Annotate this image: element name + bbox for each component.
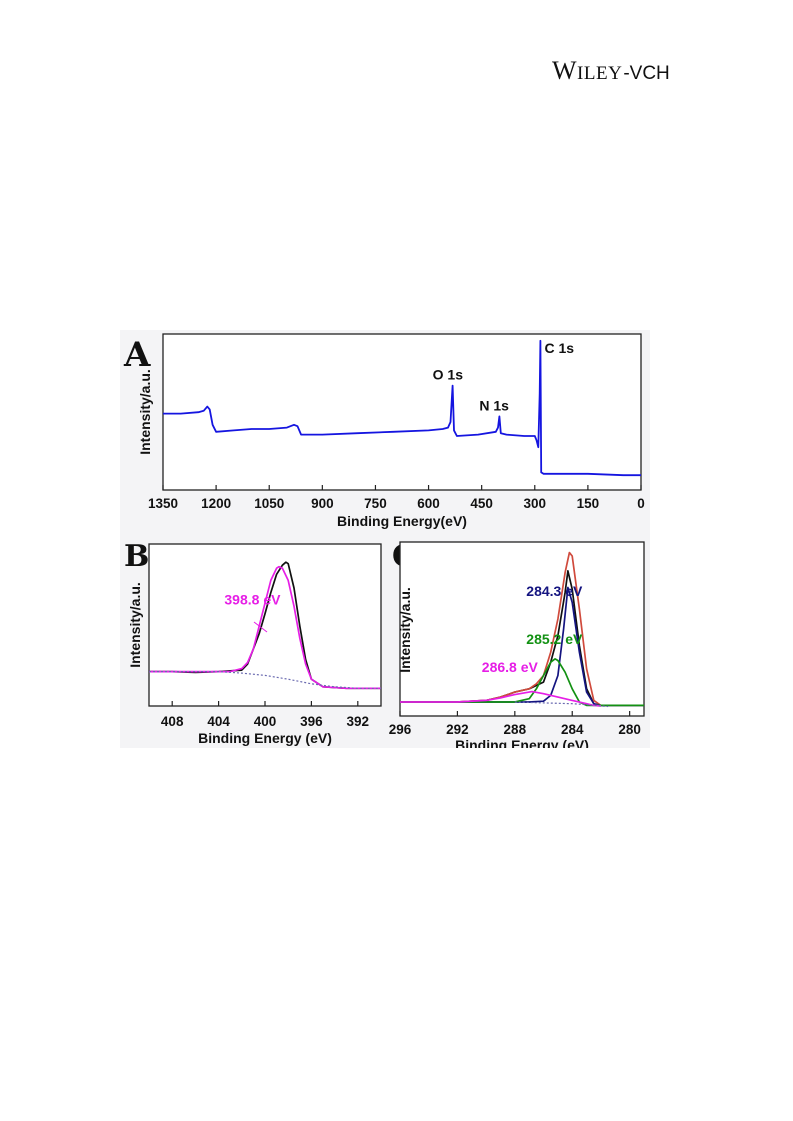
panel-b-y-axis-label: Intensity/a.u. [127, 582, 143, 668]
panel-b-x-tick-label: 392 [347, 714, 370, 729]
panel-c-x-tick-label: 280 [618, 722, 641, 737]
panel-a-frame [162, 333, 642, 491]
panel-a-peak-label: O 1s [433, 367, 464, 383]
panel-a-x-tick-label: 1200 [201, 496, 231, 511]
panel-c-x-tick-label: 288 [504, 722, 527, 737]
panel-a-x-tick-label: 300 [524, 496, 547, 511]
panel-letter-b: B [124, 539, 149, 574]
panel-c-x-tick-label: 284 [561, 722, 584, 737]
panel-b-series [149, 561, 381, 690]
publisher-logo: WILEY-VCH [552, 56, 670, 85]
panel-c-series-5-line [400, 690, 601, 707]
panel-b-frame [148, 543, 382, 707]
panel-a-x-tick-label: 1350 [148, 496, 178, 511]
panel-letter-a: A [123, 335, 151, 375]
panel-a-x-tick-label: 600 [417, 496, 440, 511]
panel-b-x-tick-label: 408 [161, 714, 184, 729]
panel-c-x-tick-labels: 296 292 288 284 280 [389, 722, 641, 737]
panel-c-series-3-line [400, 586, 644, 707]
panel-a-x-tick-label: 1050 [254, 496, 284, 511]
panel-a-x-ticks [162, 485, 642, 490]
panel-b-annotations: 398.8 eV [224, 592, 281, 608]
panel-c-x-tick-label: 292 [446, 722, 469, 737]
panel-a-annotations: O 1s N 1s C 1s [433, 340, 575, 414]
xps-figure: A 1350 1200 1050 900 750 600 450 300 150 0 O 1s N … [120, 330, 650, 753]
panel-c-annotations: 284.3 eV 285.2 eV 286.8 eV [482, 583, 583, 675]
panel-b-x-axis-label: Binding Energy (eV) [198, 730, 332, 746]
panel-c-peak-label: 286.8 eV [482, 659, 539, 675]
panel-b-annotation-pointer [253, 621, 268, 633]
panel-a-x-axis-label: Binding Energy(eV) [337, 513, 467, 529]
panel-b-series-2-line [149, 565, 381, 690]
panel-a-y-axis-label: Intensity/a.u. [137, 369, 153, 455]
panel-a-x-tick-label: 0 [637, 496, 645, 511]
panel-a-peak-label: C 1s [544, 340, 574, 356]
panel-a-series [163, 339, 641, 477]
panel-b-series-3-baseline [149, 671, 381, 689]
panel-c-peak-label: 284.3 eV [526, 583, 583, 599]
panel-a-x-tick-labels: 1350 1200 1050 900 750 600 450 300 150 0 [148, 496, 645, 511]
panel-b-x-tick-labels: 408 404 400 396 392 [161, 714, 369, 729]
panel-c-frame [399, 541, 645, 717]
panel-c-x-ticks [399, 711, 631, 716]
panel-b-x-tick-label: 396 [300, 714, 323, 729]
panel-b-x-tick-label: 400 [254, 714, 277, 729]
panel-c-x-tick-label: 296 [389, 722, 412, 737]
panel-c-x-axis-label: Binding Energy (eV) [455, 737, 589, 748]
panel-c-series-6-baseline [514, 701, 609, 708]
panel-a-x-tick-label: 450 [470, 496, 493, 511]
panel-a-series-1-line [163, 339, 641, 477]
panel-b-x-ticks [171, 701, 359, 706]
panel-a: A 1350 1200 1050 900 750 600 450 300 150 0 O 1s N … [123, 333, 645, 529]
panel-b-peak-label: 398.8 eV [224, 592, 281, 608]
panel-a-x-tick-label: 750 [364, 496, 387, 511]
panel-c-y-axis-label: Intensity/a.u. [397, 587, 413, 673]
panel-b: B 408 404 400 396 392 398.8 eV Intensity/a.u… [124, 539, 382, 746]
panel-c-peak-label: 285.2 eV [526, 631, 583, 647]
panel-c-series [400, 551, 644, 708]
panel-a-x-tick-label: 900 [311, 496, 334, 511]
figure-svg: A 1350 1200 1050 900 750 600 450 300 150 0 O 1s N … [123, 333, 645, 753]
panel-b-x-tick-label: 404 [207, 714, 230, 729]
panel-a-x-tick-label: 150 [577, 496, 600, 511]
panel-a-peak-label: N 1s [479, 397, 509, 413]
